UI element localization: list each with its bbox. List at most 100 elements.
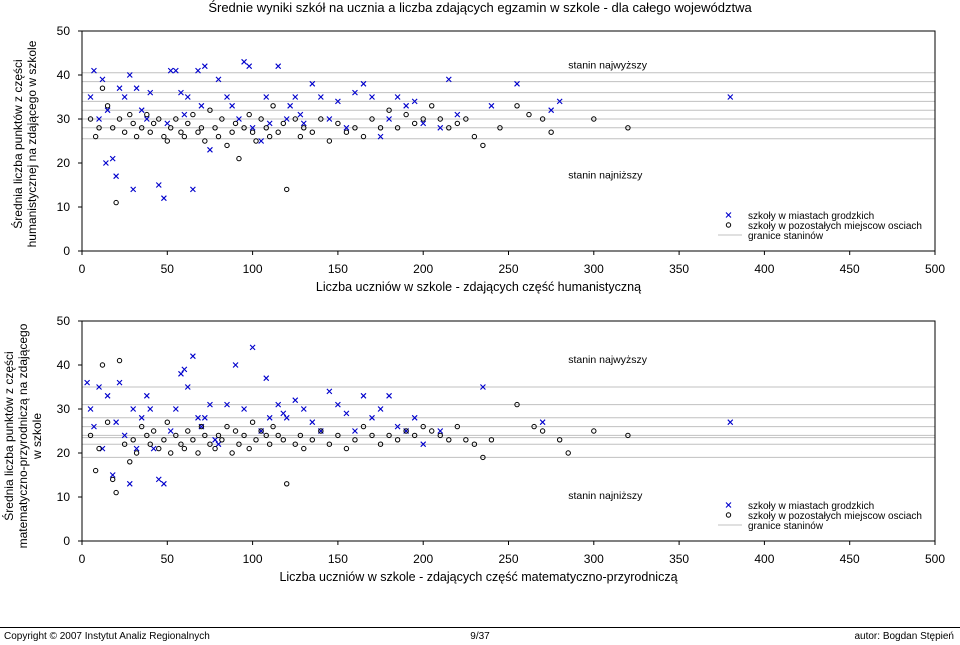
chart1-other-point (411, 120, 418, 127)
chart1-city-point (91, 67, 97, 74)
chart2-city-point (300, 406, 307, 412)
chart2-other-point (130, 437, 136, 443)
chart1-city-point (369, 94, 375, 100)
chart1-ytick-label-1: 10 (57, 200, 71, 214)
chart1-other-point (178, 129, 184, 135)
chart1-city-point (126, 72, 133, 78)
chart2-ytick-label-0: 0 (63, 534, 70, 548)
chart1-city-point (352, 89, 358, 96)
chart2-city-point (386, 392, 392, 399)
chart2-other-point (420, 423, 426, 430)
chart1-city-point (297, 111, 304, 118)
chart1-other-point (96, 125, 102, 131)
chart1-other-point (301, 125, 307, 131)
chart1-other-point (539, 116, 546, 122)
chart1-legend-other-label: szkoły w pozostałych miejscow osciach (748, 221, 922, 232)
chart2-other-point (133, 450, 140, 456)
chart1-ytick-label-2: 20 (57, 156, 71, 170)
chart2-city-point (195, 414, 201, 421)
chart2-other-point (139, 423, 145, 430)
chart2-xtick-label-5: 250 (498, 552, 518, 566)
chart1-other-point (343, 129, 350, 135)
chart1-other-point (185, 120, 191, 127)
chart1-city-point (445, 76, 452, 83)
chart2-city-point (143, 392, 150, 399)
chart2-other-point (539, 428, 546, 434)
chart2-city-point (224, 401, 230, 408)
chart1-city-point (147, 89, 154, 96)
chart1-legend-other-marker (725, 222, 732, 228)
chart2-other-point (198, 423, 205, 430)
chart1-other-point (352, 125, 358, 131)
chart1-xtick-label-4: 200 (413, 262, 433, 276)
chart2-other-point (514, 401, 520, 408)
chart2-city-point (275, 401, 282, 408)
chart2-city-point (263, 375, 270, 382)
chart2-city-point (212, 436, 218, 443)
chart2-city-point (201, 414, 208, 421)
chart2-other-point (437, 432, 443, 439)
chart2-city-point (727, 419, 734, 426)
chart1-city-point (394, 94, 401, 100)
chart2-other-point (195, 450, 201, 456)
chart1-city-point (246, 63, 253, 70)
chart2-city-point (147, 406, 154, 412)
chart1-city-point (201, 63, 208, 70)
chart2-xtick-label-8: 400 (754, 552, 774, 566)
chart2-other-point (207, 441, 213, 447)
chart1-city-point (181, 111, 188, 118)
chart2-legend-other-marker (725, 512, 732, 518)
chart2-city-point (343, 410, 350, 417)
chart1-city-point (548, 107, 555, 114)
chart1-city-point (241, 58, 247, 65)
chart2-other-point (377, 441, 384, 447)
chart1-city-point (109, 155, 116, 162)
chart2-other-point (394, 437, 401, 443)
chart1-other-point (514, 103, 520, 109)
chart2-other-point (92, 467, 99, 474)
chart2-other-point (121, 441, 128, 447)
footer-copyright: Copyright © 2007 Instytut Analiz Regiona… (4, 631, 210, 642)
chart1-other-point (181, 133, 188, 140)
chart1-other-point (190, 111, 196, 118)
chart1-city-point (215, 76, 222, 83)
chart2-city-point (87, 406, 94, 412)
chart1-city-point (283, 116, 290, 122)
chart2-other-point (96, 445, 102, 452)
chart2-other-point (253, 437, 259, 443)
chart1-other-point (394, 125, 401, 131)
chart1-other-point (309, 129, 316, 135)
chart2-city-point (172, 406, 179, 412)
chart2-other-point (556, 437, 563, 443)
chart1-city-point (164, 120, 171, 127)
chart1-other-point (386, 107, 392, 113)
chart2-other-point (429, 428, 435, 434)
chart2-xtick-label-9: 450 (840, 552, 860, 566)
chart1-other-point (236, 155, 242, 162)
chart1-other-point (297, 133, 304, 140)
chart1-other-point (215, 133, 222, 140)
chart2-other-point (185, 428, 191, 434)
chart1-other-point (232, 120, 239, 127)
footer-author: autor: Bogdan Stępień (854, 631, 954, 642)
chart1-other-point (548, 129, 554, 135)
chart2-city-point (160, 480, 167, 487)
chart2-other-point (219, 437, 225, 443)
chart1-city-point (195, 67, 201, 74)
chart1-city-point (360, 80, 367, 87)
chart2-city-point (215, 441, 222, 448)
chart2-city-point (207, 401, 213, 408)
chart1-xtick-label-5: 250 (498, 262, 518, 276)
chart2-other-point (446, 437, 452, 443)
chart2-other-point (232, 428, 239, 434)
chart2-other-point (386, 432, 392, 439)
chart1-other-point (241, 125, 247, 131)
chart2-other-point (116, 357, 123, 364)
chart1-city-point (420, 120, 427, 127)
chart1-city-point (263, 94, 270, 100)
chart2-ytick-label-4: 40 (57, 358, 71, 372)
chart2-other-point (104, 419, 111, 425)
chart1-other-point (195, 129, 201, 135)
chart2-other-point (471, 441, 478, 447)
